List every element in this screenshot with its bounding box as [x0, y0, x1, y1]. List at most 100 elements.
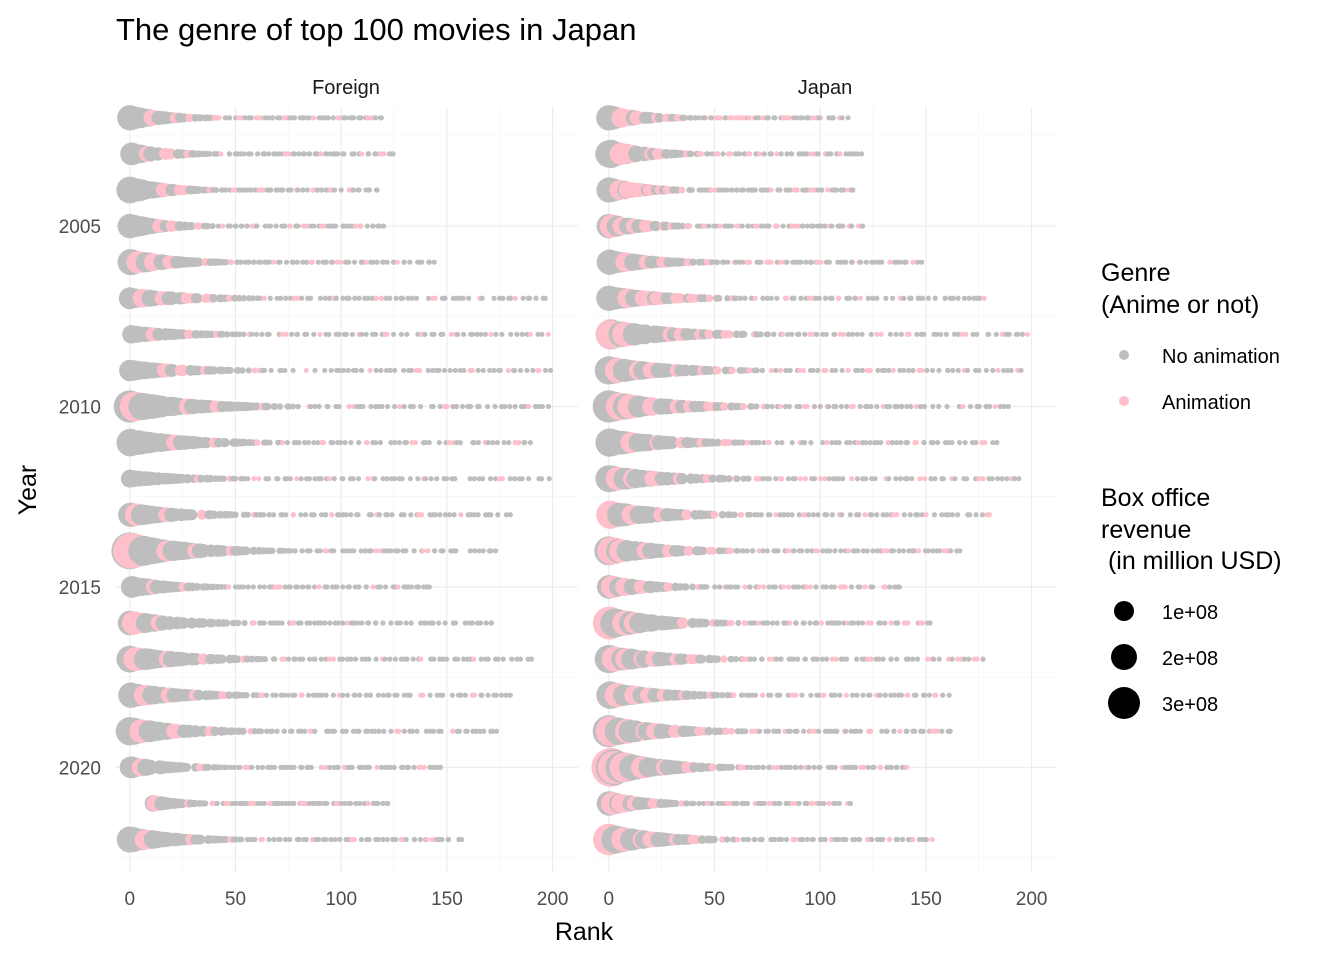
- data-point-japan-2022: [842, 836, 848, 843]
- data-point-foreign-2009: [209, 366, 219, 375]
- data-point-foreign-2009: [497, 367, 503, 374]
- data-point-foreign-2007: [267, 295, 273, 301]
- data-point-japan-2004: [849, 187, 855, 193]
- data-point-foreign-2017: [352, 656, 359, 662]
- data-point-japan-2015: [786, 584, 792, 590]
- data-point-japan-2020: [806, 764, 812, 770]
- data-point-foreign-2003: [213, 151, 219, 157]
- data-point-japan-2013: [979, 512, 986, 518]
- data-point-japan-2018: [849, 692, 856, 698]
- data-point-foreign-2002: [365, 115, 371, 121]
- data-point-foreign-2005: [344, 223, 350, 229]
- data-point-foreign-2002: [358, 115, 364, 121]
- data-point-foreign-2007: [500, 295, 506, 301]
- data-point-japan-2021: [709, 800, 715, 807]
- data-point-japan-2010: [976, 403, 982, 410]
- data-point-foreign-2018: [357, 692, 363, 698]
- data-point-japan-2015: [742, 584, 748, 590]
- data-point-japan-2018: [768, 692, 774, 698]
- data-point-foreign-2008: [311, 331, 317, 337]
- data-point-japan-2002: [839, 115, 845, 121]
- data-point-foreign-2011: [296, 439, 302, 446]
- data-point-japan-2008: [765, 331, 771, 338]
- data-point-japan-2003: [698, 151, 705, 157]
- data-point-foreign-2015: [352, 584, 358, 590]
- data-point-japan-2006: [725, 259, 731, 265]
- data-point-japan-2002: [786, 115, 792, 121]
- data-point-foreign-2009: [387, 367, 393, 374]
- data-point-foreign-2006: [246, 259, 252, 265]
- data-point-foreign-2021: [365, 800, 371, 807]
- data-point-japan-2008: [1024, 331, 1030, 337]
- data-point-japan-2008: [993, 331, 999, 337]
- data-point-foreign-2009: [328, 367, 334, 374]
- data-point-japan-2009: [777, 367, 784, 374]
- data-point-japan-2017: [880, 656, 886, 662]
- data-point-japan-2007: [715, 294, 723, 302]
- data-point-foreign-2016: [462, 620, 468, 626]
- data-point-foreign-2014: [476, 548, 482, 554]
- data-point-foreign-2002: [336, 115, 342, 121]
- data-point-foreign-2013: [503, 512, 510, 518]
- data-point-foreign-2007: [235, 294, 243, 302]
- data-point-foreign-2019: [331, 728, 338, 734]
- data-point-japan-2007: [981, 295, 987, 301]
- data-point-foreign-2009: [353, 367, 359, 374]
- data-point-japan-2004: [777, 187, 783, 193]
- data-point-japan-2010: [739, 403, 747, 410]
- data-point-japan-2013: [847, 512, 853, 518]
- data-point-foreign-2019: [356, 728, 362, 734]
- data-point-foreign-2016: [403, 620, 409, 626]
- data-point-foreign-2017: [517, 656, 524, 662]
- data-point-japan-2014: [785, 548, 791, 554]
- data-point-japan-2019: [879, 728, 885, 734]
- data-point-foreign-2016: [408, 620, 414, 626]
- x-tick-label: 50: [225, 889, 246, 910]
- data-point-foreign-2015: [382, 584, 389, 590]
- data-point-japan-2010: [1005, 403, 1011, 410]
- data-point-foreign-2018: [281, 692, 287, 698]
- legend-size-title-line2: revenue: [1101, 516, 1191, 544]
- data-point-foreign-2013: [401, 512, 407, 518]
- data-point-japan-2008: [874, 331, 880, 337]
- data-point-foreign-2002: [378, 115, 384, 121]
- data-point-japan-2012: [928, 476, 934, 482]
- data-point-foreign-2012: [428, 476, 434, 482]
- data-point-japan-2002: [662, 113, 671, 122]
- data-point-foreign-2015: [334, 584, 340, 590]
- data-point-japan-2012: [897, 476, 904, 482]
- data-point-japan-2006: [915, 259, 921, 265]
- data-point-foreign-2022: [358, 836, 365, 843]
- data-point-foreign-2021: [251, 800, 257, 807]
- data-point-japan-2009: [906, 367, 912, 374]
- data-point-japan-2008: [943, 331, 949, 337]
- data-point-foreign-2019: [376, 728, 382, 734]
- data-point-foreign-2009: [436, 367, 442, 374]
- data-point-japan-2007: [890, 295, 896, 301]
- data-point-japan-2011: [824, 439, 830, 446]
- data-point-foreign-2022: [332, 836, 338, 843]
- data-point-foreign-2004: [288, 187, 294, 193]
- data-point-foreign-2010: [270, 403, 278, 410]
- data-point-japan-2017: [802, 656, 808, 662]
- data-point-japan-2002: [654, 113, 664, 123]
- data-point-foreign-2019: [325, 728, 332, 734]
- data-point-japan-2021: [816, 800, 822, 807]
- data-point-japan-2019: [715, 727, 724, 736]
- data-point-foreign-2005: [332, 223, 339, 229]
- data-point-japan-2022: [852, 836, 858, 843]
- data-point-japan-2016: [868, 620, 874, 626]
- data-point-foreign-2015: [324, 584, 330, 590]
- data-point-japan-2016: [774, 620, 780, 626]
- data-point-japan-2020: [774, 764, 780, 770]
- data-point-foreign-2007: [257, 295, 263, 302]
- data-point-japan-2022: [835, 836, 841, 843]
- data-point-foreign-2017: [454, 656, 461, 662]
- data-point-foreign-2013: [475, 512, 481, 518]
- data-point-foreign-2016: [229, 619, 237, 627]
- data-point-foreign-2010: [437, 403, 443, 410]
- data-point-japan-2017: [833, 656, 839, 662]
- data-point-foreign-2013: [209, 510, 219, 520]
- data-point-foreign-2022: [328, 836, 334, 843]
- data-point-japan-2022: [718, 836, 726, 843]
